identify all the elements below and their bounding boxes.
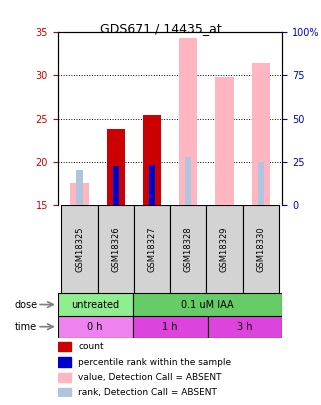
FancyBboxPatch shape bbox=[208, 315, 282, 338]
FancyBboxPatch shape bbox=[61, 205, 98, 294]
Bar bbox=[76, 171, 83, 205]
Text: GSM18328: GSM18328 bbox=[184, 226, 193, 272]
Text: rank, Detection Call = ABSENT: rank, Detection Call = ABSENT bbox=[78, 388, 217, 397]
Text: untreated: untreated bbox=[71, 300, 119, 309]
Text: 0 h: 0 h bbox=[88, 322, 103, 332]
Bar bbox=[185, 158, 191, 205]
Text: GSM18326: GSM18326 bbox=[111, 226, 120, 272]
FancyBboxPatch shape bbox=[133, 294, 282, 315]
Text: percentile rank within the sample: percentile rank within the sample bbox=[78, 358, 231, 367]
Bar bbox=[107, 129, 125, 205]
FancyBboxPatch shape bbox=[243, 205, 279, 294]
Text: GSM18325: GSM18325 bbox=[75, 226, 84, 272]
Text: 0.1 uM IAA: 0.1 uM IAA bbox=[181, 300, 234, 309]
Bar bbox=[149, 165, 155, 205]
Bar bbox=[179, 38, 197, 205]
FancyBboxPatch shape bbox=[134, 205, 170, 294]
Bar bbox=[58, 388, 71, 397]
FancyBboxPatch shape bbox=[98, 205, 134, 294]
Text: GDS671 / 14435_at: GDS671 / 14435_at bbox=[100, 22, 221, 35]
FancyBboxPatch shape bbox=[58, 315, 133, 338]
Bar bbox=[71, 183, 89, 205]
Bar bbox=[58, 342, 71, 352]
Text: GSM18329: GSM18329 bbox=[220, 226, 229, 272]
FancyBboxPatch shape bbox=[206, 205, 243, 294]
Text: GSM18327: GSM18327 bbox=[148, 226, 157, 272]
Bar bbox=[58, 373, 71, 382]
Text: value, Detection Call = ABSENT: value, Detection Call = ABSENT bbox=[78, 373, 221, 382]
Bar bbox=[113, 166, 119, 205]
Text: 3 h: 3 h bbox=[237, 322, 253, 332]
Text: time: time bbox=[15, 322, 37, 332]
Bar bbox=[252, 62, 270, 205]
Text: dose: dose bbox=[14, 300, 37, 309]
Bar bbox=[58, 357, 71, 367]
Text: GSM18330: GSM18330 bbox=[256, 226, 265, 272]
Text: 1 h: 1 h bbox=[162, 322, 178, 332]
FancyBboxPatch shape bbox=[170, 205, 206, 294]
Bar bbox=[257, 162, 264, 205]
Bar bbox=[215, 77, 234, 205]
FancyBboxPatch shape bbox=[58, 294, 133, 315]
Text: count: count bbox=[78, 342, 104, 351]
FancyBboxPatch shape bbox=[133, 315, 208, 338]
Bar bbox=[143, 115, 161, 205]
